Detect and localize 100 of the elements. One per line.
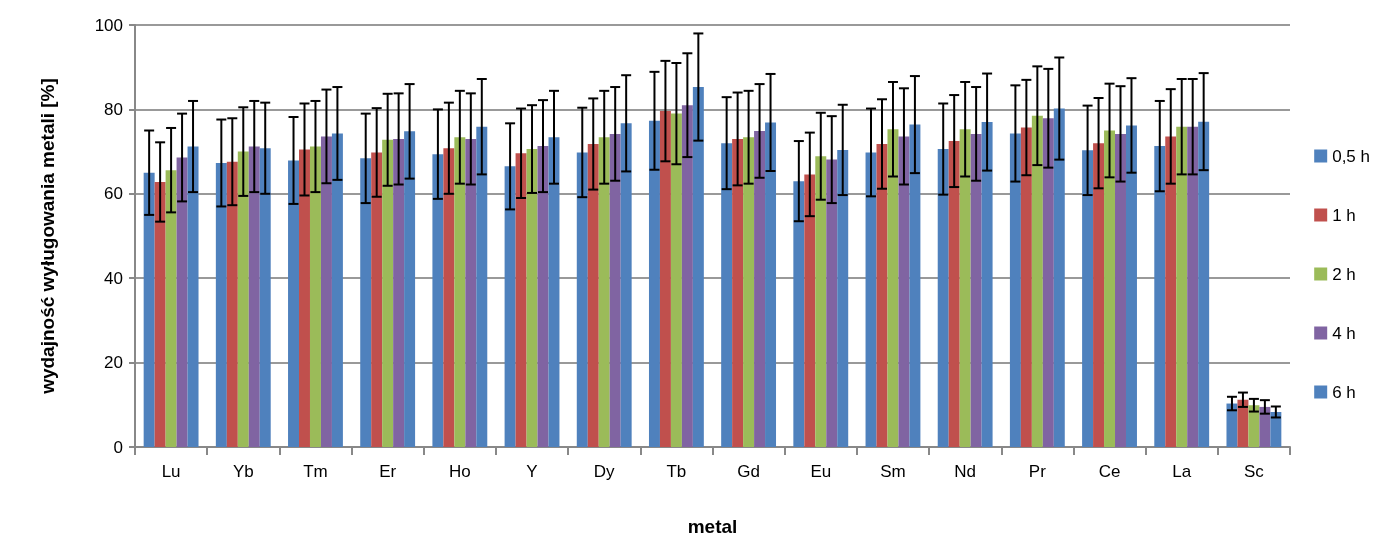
bar [804, 174, 816, 447]
bar [670, 113, 682, 447]
bar [743, 137, 755, 447]
x-tick-label: Er [379, 462, 397, 481]
x-tick-label: Ho [448, 462, 471, 481]
bar [504, 166, 516, 447]
bar [970, 133, 982, 447]
bar [1226, 403, 1238, 447]
bar [382, 139, 394, 447]
legend-label: 4 h [1332, 323, 1356, 343]
bar [1104, 130, 1116, 447]
bar [288, 160, 300, 447]
bar [154, 181, 166, 447]
bar [876, 144, 888, 447]
bar [1125, 125, 1137, 447]
bar [1165, 136, 1177, 447]
bar [404, 131, 416, 447]
bar [793, 181, 805, 447]
x-tick-label: Gd [737, 462, 760, 481]
bar [865, 152, 877, 447]
bar [587, 144, 599, 447]
bar [299, 149, 310, 447]
x-tick-label: Sm [880, 462, 906, 481]
bar [320, 136, 332, 447]
bar [1237, 399, 1249, 447]
x-tick-label: Pr [1028, 462, 1047, 481]
x-tick-label: Tm [303, 462, 328, 481]
bar [1198, 121, 1210, 447]
bar [1259, 406, 1271, 447]
bar [981, 122, 993, 447]
bar [648, 120, 660, 447]
y-tick-label: 60 [104, 184, 123, 204]
y-axis-title: wydajność wyługowania metali [%] [37, 78, 58, 395]
bar [959, 129, 971, 447]
bar [909, 124, 921, 447]
bar [454, 137, 466, 447]
bar [1270, 411, 1282, 447]
bar [837, 149, 849, 447]
bar [692, 87, 704, 447]
bar [576, 152, 588, 447]
bar [215, 162, 227, 447]
bar [548, 137, 560, 447]
bar [887, 129, 899, 447]
bar [609, 133, 621, 447]
bar [443, 148, 455, 447]
bar [1093, 143, 1105, 447]
y-tick-label: 20 [104, 353, 123, 373]
bar [754, 130, 766, 447]
bar [248, 146, 260, 447]
bar [681, 105, 693, 447]
legend-label: 0,5 h [1332, 146, 1370, 166]
bar [732, 138, 744, 447]
bar [826, 159, 838, 447]
legend-label: 1 h [1332, 205, 1356, 225]
x-tick-label: Y [526, 462, 538, 481]
y-tick-label: 40 [104, 268, 123, 288]
bar [1020, 127, 1032, 447]
x-tick-label: La [1172, 462, 1192, 481]
bar [371, 152, 383, 447]
bar [331, 133, 343, 447]
bar [537, 146, 549, 447]
bar [393, 138, 405, 447]
bar [432, 154, 444, 447]
legend-label: 6 h [1332, 382, 1356, 402]
bar [1115, 133, 1126, 447]
bar [526, 149, 538, 447]
bar [1248, 405, 1260, 447]
x-axis-title: metal [687, 516, 738, 537]
bar [1176, 126, 1188, 447]
x-tick-label: Lu [161, 462, 181, 481]
x-tick-label: Tb [666, 462, 687, 481]
bar [176, 157, 188, 447]
bar [620, 123, 632, 447]
bar [476, 126, 488, 447]
bar [1187, 126, 1199, 447]
legend-label: 2 h [1332, 264, 1356, 284]
bar [1042, 118, 1054, 447]
bar [360, 158, 372, 447]
y-tick-label: 100 [94, 15, 123, 35]
y-tick-label: 0 [113, 437, 123, 457]
x-tick-label: Yb [232, 462, 254, 481]
bar [237, 151, 249, 447]
bar [515, 153, 527, 447]
bar [948, 141, 960, 447]
bar [1031, 115, 1043, 447]
bar [1082, 150, 1094, 447]
bar [815, 156, 827, 447]
bar [937, 149, 949, 447]
bar [898, 136, 910, 447]
bar [765, 122, 777, 447]
bar [226, 161, 238, 447]
bar [309, 146, 321, 447]
x-tick-label: Nd [954, 462, 977, 481]
bar [143, 172, 155, 447]
x-tick-label: Eu [810, 462, 832, 481]
bar [659, 111, 671, 447]
bar [1154, 146, 1166, 447]
bar [259, 148, 271, 447]
bar [1009, 133, 1021, 447]
bar [1053, 108, 1065, 447]
